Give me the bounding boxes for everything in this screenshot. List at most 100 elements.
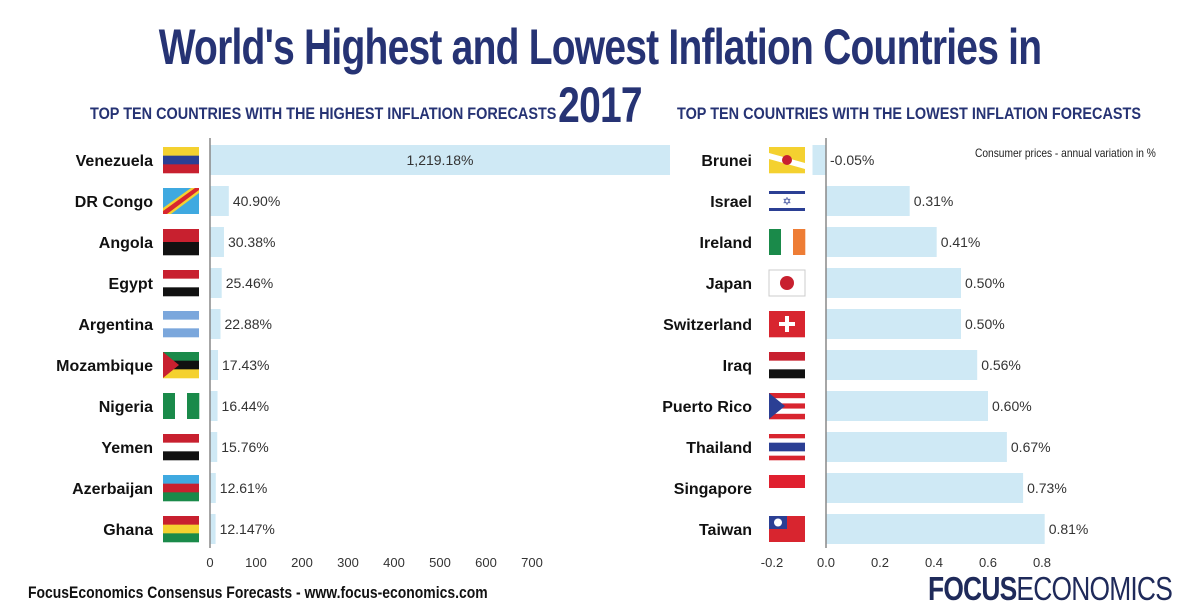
category-label: DR Congo (75, 194, 153, 211)
thailand-flag-icon (769, 434, 805, 461)
category-label: Switzerland (663, 317, 752, 334)
tick-label: 0.8 (1033, 555, 1051, 570)
data-label: 25.46% (226, 275, 273, 291)
bar-yemen (210, 432, 218, 462)
data-label: 0.81% (1049, 521, 1089, 537)
data-label: 12.147% (220, 521, 275, 537)
tick-label: 0.6 (979, 555, 997, 570)
puerto-rico-flag-icon (769, 393, 805, 420)
tick-label: 0 (206, 555, 213, 570)
ghana-flag-icon (163, 516, 199, 543)
category-label: Mozambique (56, 358, 153, 375)
category-label: Egypt (109, 276, 154, 293)
tick-label: 600 (475, 555, 497, 570)
data-label: 0.56% (981, 357, 1021, 373)
bar-israel (826, 186, 910, 216)
bar-ghana (210, 514, 216, 544)
highest-inflation-chart: Venezuela 1,219.18% DR Congo 40.90% Angola 30… (56, 138, 670, 570)
egypt-flag-icon (163, 270, 199, 297)
brunei-flag-icon (769, 147, 805, 174)
category-label: Argentina (78, 317, 153, 334)
category-label: Venezuela (76, 153, 153, 170)
ireland-flag-icon (769, 229, 806, 255)
tick-label: 100 (245, 555, 267, 570)
data-label: 12.61% (220, 480, 267, 496)
category-label: Puerto Rico (662, 399, 752, 416)
category-label: Singapore (674, 481, 752, 498)
svg-text:✡: ✡ (782, 196, 791, 208)
focuseconomics-logo: FOCUSECONOMICS (928, 570, 1173, 607)
israel-flag-icon: ✡ (769, 188, 805, 214)
azerbaijan-flag-icon (163, 475, 199, 502)
data-label: 0.73% (1027, 480, 1067, 496)
nigeria-flag-icon (163, 393, 200, 419)
units-note: Consumer prices - annual variation in % (975, 146, 1156, 160)
angola-flag-icon (163, 229, 199, 256)
right-chart-title: TOP TEN COUNTRIES WITH THE LOWEST INFLAT… (677, 104, 1142, 123)
bar-mozambique (210, 350, 219, 380)
data-label: 0.50% (965, 275, 1005, 291)
data-label: 0.41% (941, 234, 981, 250)
tick-label: 700 (521, 555, 543, 570)
category-label: Azerbaijan (72, 481, 153, 498)
data-label: 40.90% (233, 193, 280, 209)
bar-azerbaijan (210, 473, 216, 503)
data-label: 15.76% (221, 439, 268, 455)
bar-brunei (812, 145, 826, 175)
tick-label: -0.2 (761, 555, 783, 570)
taiwan-flag-icon (769, 516, 805, 542)
category-label: Thailand (686, 440, 752, 457)
mozambique-flag-icon (163, 352, 199, 379)
bar-egypt (210, 268, 222, 298)
tick-label: 400 (383, 555, 405, 570)
category-label: Taiwan (699, 522, 752, 539)
left-chart-title: TOP TEN COUNTRIES WITH THE HIGHEST INFLA… (90, 104, 557, 123)
singapore-flag-icon (769, 475, 805, 502)
tick-label: 0.4 (925, 555, 943, 570)
tick-label: 500 (429, 555, 451, 570)
category-label: Brunei (701, 153, 752, 170)
bar-dr-congo (210, 186, 229, 216)
category-label: Ghana (103, 522, 153, 539)
data-label: 1,219.18% (407, 152, 474, 168)
page-title: World's Highest and Lowest Inflation Cou… (158, 19, 1042, 133)
data-label: 17.43% (222, 357, 269, 373)
bar-puerto-rico (826, 391, 988, 421)
category-label: Angola (99, 235, 153, 252)
iraq-flag-icon (769, 352, 805, 379)
data-label: -0.05% (830, 152, 874, 168)
bar-argentina (210, 309, 221, 339)
category-label: Ireland (700, 235, 752, 252)
tick-label: 0.0 (817, 555, 835, 570)
data-label: 0.50% (965, 316, 1005, 332)
bar-singapore (826, 473, 1024, 503)
source-footer: FocusEconomics Consensus Forecasts - www… (28, 583, 488, 602)
bar-taiwan (826, 514, 1045, 544)
data-label: 0.31% (914, 193, 954, 209)
data-label: 22.88% (225, 316, 272, 332)
lowest-inflation-chart: Brunei -0.05% Israel 0.31% Ireland 0.41% Japan… (662, 138, 1088, 570)
bar-nigeria (210, 391, 218, 421)
data-label: 0.67% (1011, 439, 1051, 455)
japan-flag-icon (768, 269, 806, 297)
tick-label: 300 (337, 555, 359, 570)
bar-ireland (826, 227, 937, 257)
bar-venezuela (210, 145, 670, 175)
category-label: Israel (710, 194, 752, 211)
category-label: Japan (706, 276, 752, 293)
tick-label: 200 (291, 555, 313, 570)
category-label: Nigeria (99, 399, 153, 416)
data-label: 30.38% (228, 234, 275, 250)
bar-japan (826, 268, 961, 298)
tick-label: 0.2 (871, 555, 889, 570)
switzerland-flag-icon (769, 311, 805, 338)
category-label: Yemen (101, 440, 153, 457)
bar-thailand (826, 432, 1007, 462)
venezuela-flag-icon (163, 147, 199, 174)
argentina-flag-icon (163, 311, 199, 338)
dr-congo-flag-icon (163, 188, 199, 214)
bar-angola (210, 227, 224, 257)
data-label: 0.60% (992, 398, 1032, 414)
bar-iraq (826, 350, 978, 380)
